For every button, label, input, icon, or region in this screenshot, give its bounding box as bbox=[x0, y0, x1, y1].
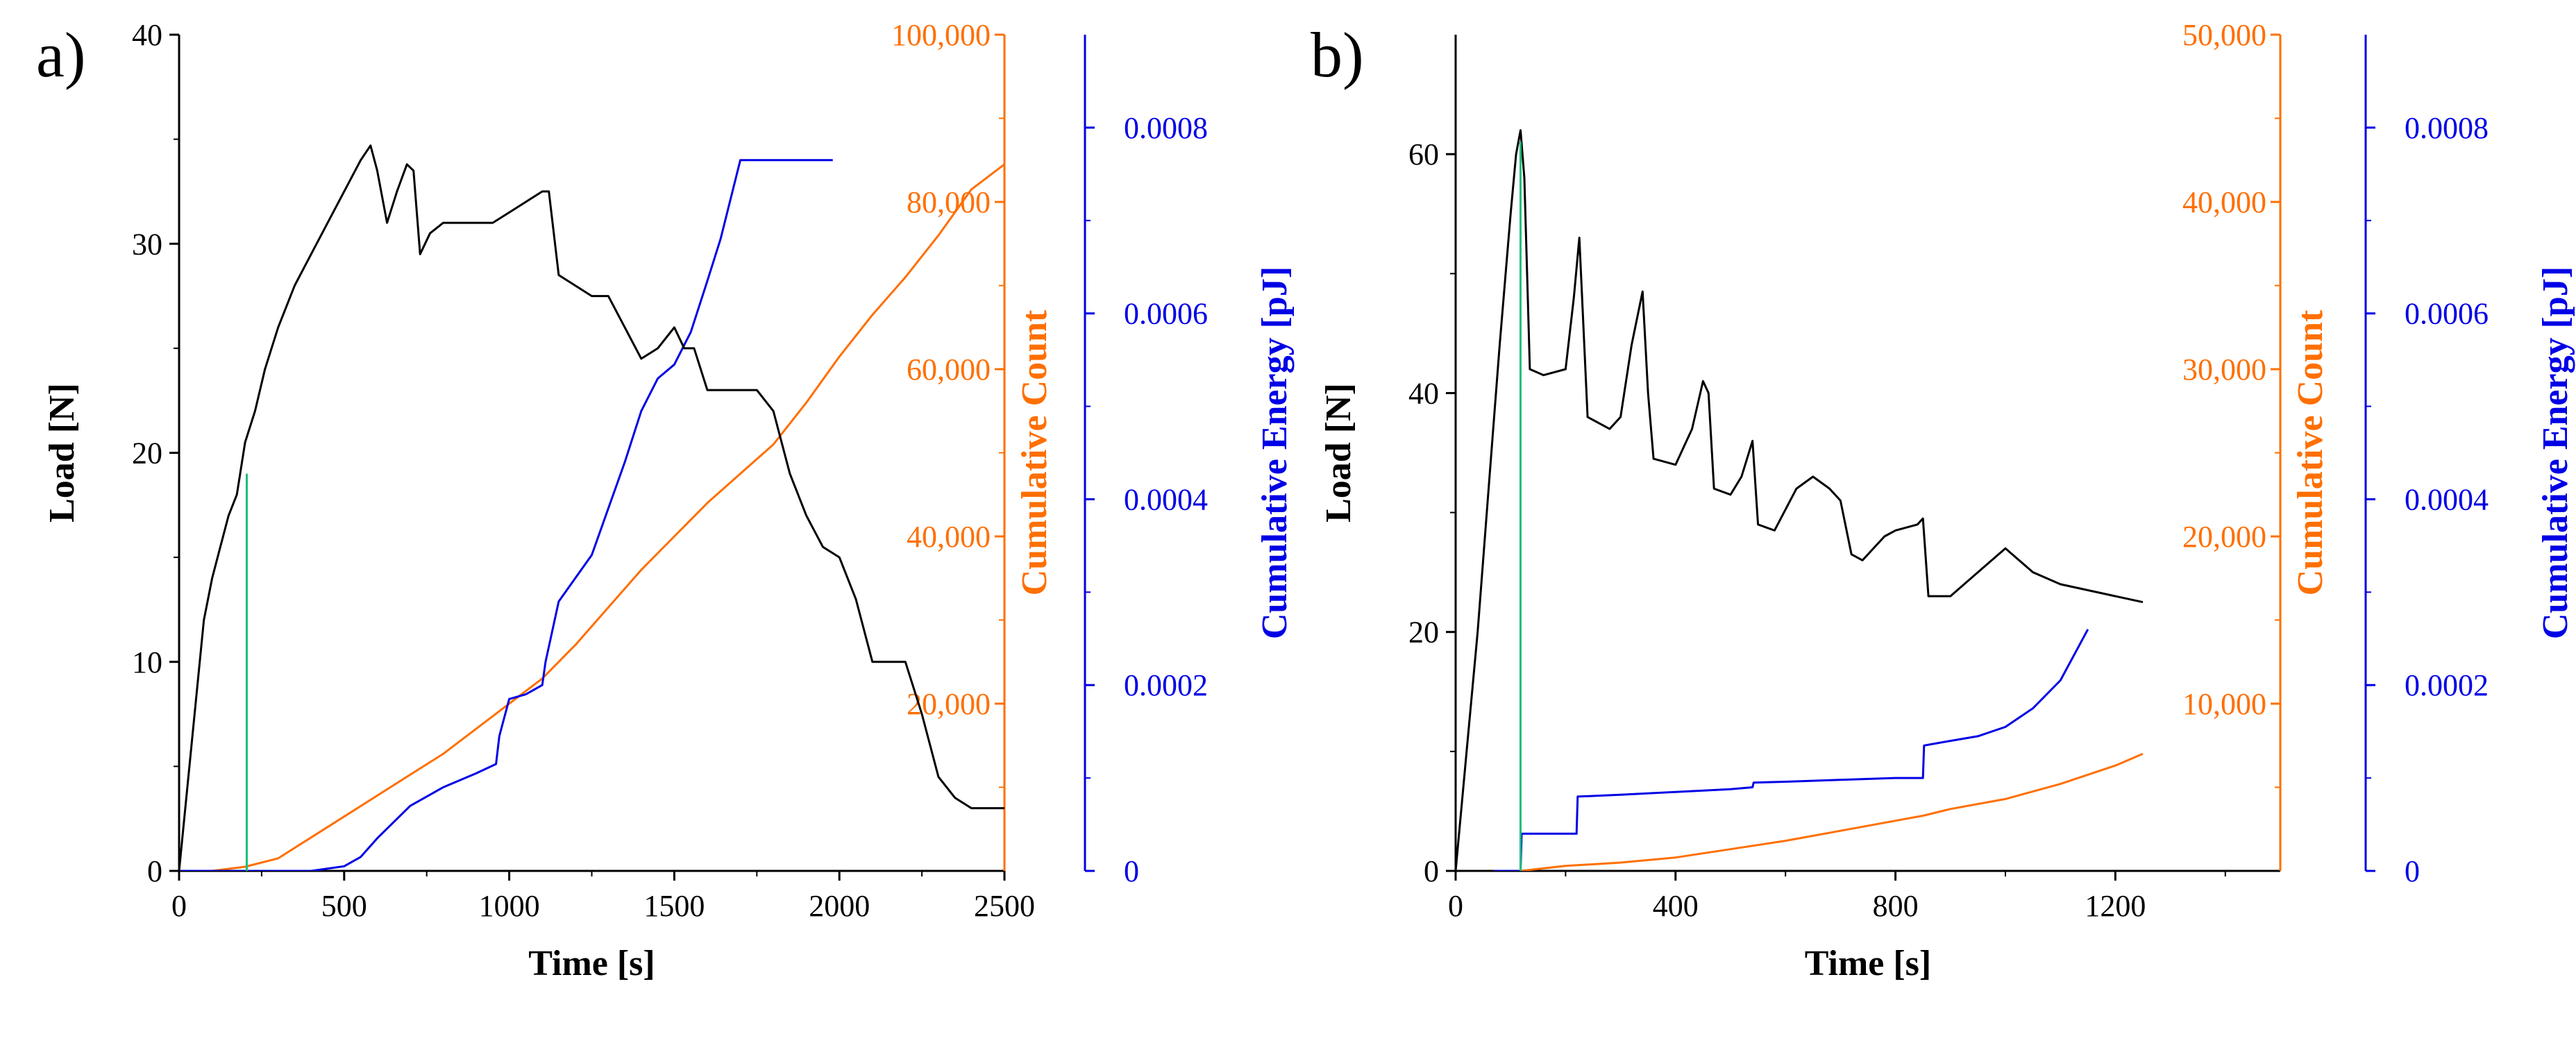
chart-panel-b: b) 0 400 800 1200 0 20 40 60 10,000 20,000 30,000 40… bbox=[1311, 18, 2575, 983]
count-tick-label: 20,000 bbox=[2182, 520, 2266, 554]
load-tick-label: 0 bbox=[147, 854, 162, 888]
x-tick-label: 1200 bbox=[2085, 889, 2146, 923]
series-line-energy bbox=[179, 159, 833, 871]
x-tick-label: 2000 bbox=[809, 889, 870, 923]
load-tick-label: 40 bbox=[132, 18, 162, 52]
count-tick-label: 80,000 bbox=[907, 185, 991, 219]
load-tick-label: 10 bbox=[132, 645, 162, 679]
panel-letter: a) bbox=[36, 19, 85, 90]
x-axis-title: Time [s] bbox=[528, 944, 655, 983]
y-axis-load-title: Load [N] bbox=[42, 383, 82, 523]
x-axis-title: Time [s] bbox=[1805, 944, 1931, 983]
x-tick-label: 1000 bbox=[479, 889, 540, 923]
series-line-count bbox=[179, 163, 1004, 871]
x-tick-label: 2500 bbox=[974, 889, 1035, 923]
energy-tick-label: 0 bbox=[1124, 854, 1139, 888]
energy-tick-label: 0.0008 bbox=[2405, 111, 2489, 145]
x-tick-label: 800 bbox=[1873, 889, 1919, 923]
count-tick-label: 40,000 bbox=[2182, 185, 2266, 219]
load-tick-label: 20 bbox=[1408, 616, 1439, 650]
count-tick-label: 50,000 bbox=[2182, 18, 2266, 52]
x-tick-label: 1500 bbox=[643, 889, 705, 923]
energy-tick-label: 0.0006 bbox=[1124, 297, 1208, 331]
count-tick-label: 60,000 bbox=[907, 353, 991, 387]
y-axis-energy-title: Cumulative Energy [pJ] bbox=[2536, 266, 2575, 639]
x-tick-label: 500 bbox=[321, 889, 367, 923]
y-axis-energy-title: Cumulative Energy [pJ] bbox=[1255, 266, 1295, 639]
energy-tick-label: 0.0004 bbox=[1124, 482, 1208, 516]
x-tick-label: 0 bbox=[1448, 889, 1463, 923]
energy-tick-label: 0 bbox=[2405, 854, 2420, 888]
energy-tick-label: 0.0002 bbox=[1124, 668, 1208, 702]
count-tick-label: 20,000 bbox=[907, 687, 991, 721]
y-axis-count-title: Cumulative Count bbox=[1015, 309, 1054, 595]
x-tick-label: 400 bbox=[1653, 889, 1699, 923]
load-tick-label: 20 bbox=[132, 436, 162, 470]
x-tick-label: 0 bbox=[171, 889, 187, 923]
load-tick-label: 0 bbox=[1424, 854, 1439, 888]
series-line-load bbox=[1456, 129, 2144, 871]
series-line-energy bbox=[1494, 629, 2089, 871]
count-tick-label: 100,000 bbox=[891, 18, 991, 52]
series-line-count bbox=[1494, 752, 2144, 871]
y-axis-load-title: Load [N] bbox=[1319, 383, 1358, 523]
panel-letter: b) bbox=[1311, 19, 1364, 90]
energy-tick-label: 0.0008 bbox=[1124, 111, 1208, 145]
count-tick-label: 40,000 bbox=[907, 520, 991, 554]
count-tick-label: 30,000 bbox=[2182, 353, 2266, 387]
load-tick-label: 60 bbox=[1408, 137, 1439, 171]
load-tick-label: 40 bbox=[1408, 376, 1439, 410]
series-line-load bbox=[179, 144, 1004, 871]
energy-tick-label: 0.0006 bbox=[2405, 297, 2489, 331]
count-tick-label: 10,000 bbox=[2182, 687, 2266, 721]
y-axis-count-title: Cumulative Count bbox=[2291, 309, 2330, 595]
energy-tick-label: 0.0004 bbox=[2405, 482, 2489, 516]
load-tick-label: 30 bbox=[132, 227, 162, 261]
energy-tick-label: 0.0002 bbox=[2405, 668, 2489, 702]
chart-panel-a: a) 0 500 1000 1500 2000 2500 0 10 20 30 40 20,000 40,… bbox=[36, 18, 1295, 983]
